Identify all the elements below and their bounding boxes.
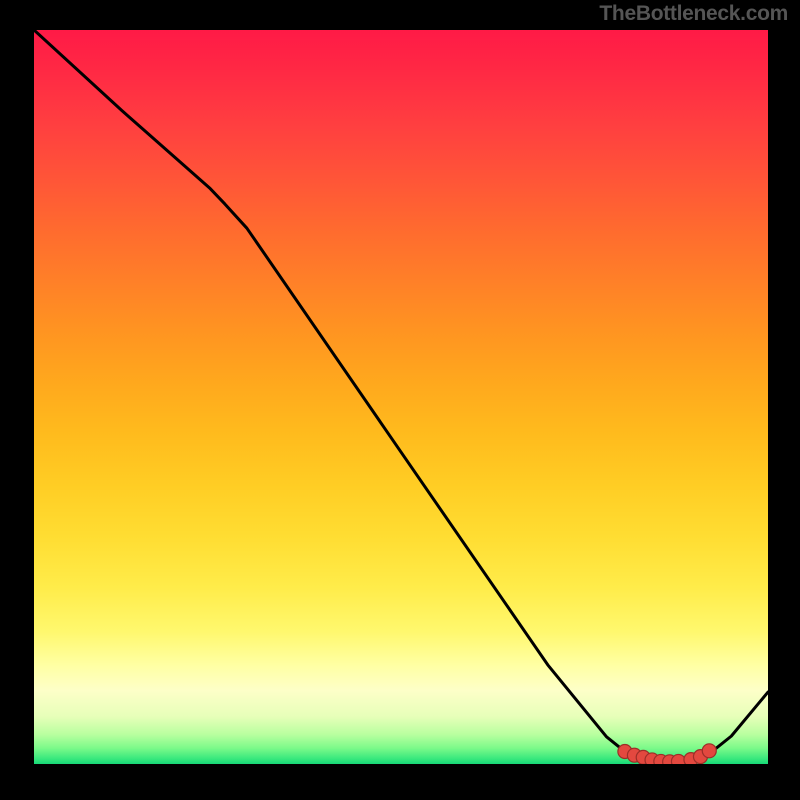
plot-area [34,30,768,764]
plot-background [34,30,768,764]
chart-container: TheBottleneck.com [0,0,800,800]
watermark-text: TheBottleneck.com [599,2,788,26]
